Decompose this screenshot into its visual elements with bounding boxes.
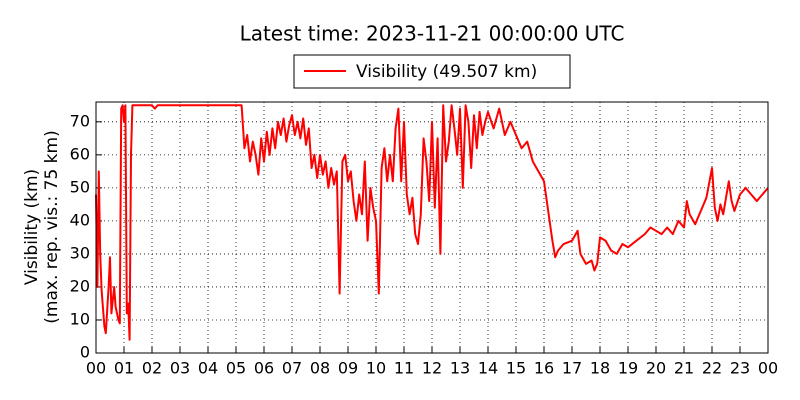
x-tick-label: 19 — [618, 359, 638, 378]
x-tick-label: 17 — [562, 359, 582, 378]
x-tick-label: 01 — [114, 359, 134, 378]
x-tick-label: 02 — [142, 359, 162, 378]
x-tick-label: 06 — [254, 359, 274, 378]
x-tick-label: 10 — [366, 359, 386, 378]
y-tick-label: 70 — [70, 111, 90, 130]
x-tick-label: 07 — [282, 359, 302, 378]
chart-title: Latest time: 2023-11-21 00:00:00 UTC — [240, 22, 625, 46]
x-tick-label: 04 — [198, 359, 218, 378]
y-tick-label: 60 — [70, 144, 90, 163]
y-axis-label: (max. rep. vis.: 75 km) — [42, 130, 62, 323]
x-tick-label: 23 — [730, 359, 750, 378]
legend-label: Visibility (49.507 km) — [356, 62, 537, 82]
x-tick-label: 00 — [758, 359, 778, 378]
x-tick-label: 22 — [702, 359, 722, 378]
data-line — [95, 104, 769, 341]
x-tick-label: 09 — [338, 359, 358, 378]
x-tick-label: 20 — [646, 359, 666, 378]
x-tick-label: 00 — [86, 359, 106, 378]
x-tick-label: 18 — [590, 359, 610, 378]
x-tick-label: 15 — [506, 359, 526, 378]
x-tick-label: 05 — [226, 359, 246, 378]
y-tick-label: 20 — [70, 276, 90, 295]
y-tick-label: 10 — [70, 309, 90, 328]
x-tick-label: 14 — [478, 359, 498, 378]
x-tick-label: 21 — [674, 359, 694, 378]
x-tick-label: 16 — [534, 359, 554, 378]
x-tick-label: 03 — [170, 359, 190, 378]
plot-frame — [95, 101, 769, 354]
y-tick-label: 50 — [70, 177, 90, 196]
x-tick-label: 11 — [394, 359, 414, 378]
y-tick-label: 40 — [70, 210, 90, 229]
y-tick-label: 30 — [70, 243, 90, 262]
x-tick-label: 13 — [450, 359, 470, 378]
x-tick-label: 08 — [310, 359, 330, 378]
x-tick-label: 12 — [422, 359, 442, 378]
y-tick-label: 0 — [80, 343, 90, 362]
y-axis-label: Visibility (km) — [22, 169, 42, 285]
